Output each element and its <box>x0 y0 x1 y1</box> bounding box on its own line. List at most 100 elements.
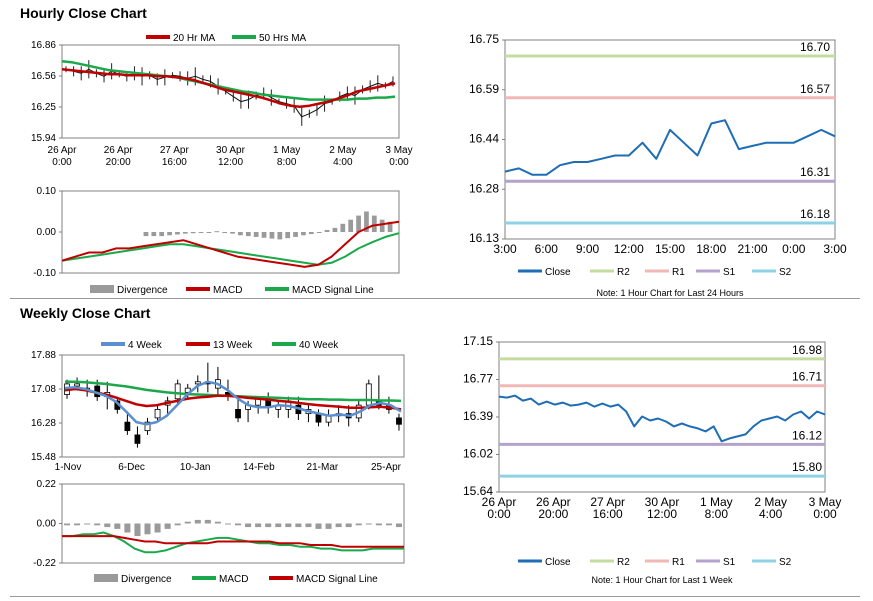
weekly-price-ytick-1: 17.08 <box>31 384 56 395</box>
hourly-price-xtick-0-0: 26 Apr <box>48 145 78 156</box>
hourly-macd-divergence-bar-22 <box>316 232 322 233</box>
legend-weekly-13week-label: 13 Week <box>213 340 253 351</box>
weekly-1w-xtick-3-0: 30 Apr <box>645 495 680 509</box>
weekly-macd-divergence-bar-7 <box>134 523 141 537</box>
hourly-macd-divergence-bar-25 <box>340 223 346 232</box>
hourly-macd-divergence-bar-5 <box>182 232 188 234</box>
hourly-macd-line <box>61 220 400 268</box>
hourly-price-xtick-6-1: 0:00 <box>389 157 409 168</box>
hourly-price-xtick-3-0: 30 Apr <box>216 145 246 156</box>
hourly-chart-title: Hourly Close Chart <box>20 5 147 21</box>
weekly-1w-ytick-1: 16.77 <box>463 372 493 386</box>
weekly-candle-body-33 <box>396 417 402 425</box>
weekly-macd-divergence-bar-24 <box>305 523 312 528</box>
weekly-1w-xtick-4-1: 8:00 <box>705 507 729 521</box>
hourly-price-xtick-5-0: 2 May <box>329 145 356 156</box>
hourly-macd-ytick-2: -0.10 <box>33 268 56 279</box>
hourly-macd-divergence-bar-14 <box>253 232 259 237</box>
weekly-macd-divergence-bar-21 <box>275 523 282 528</box>
weekly-1w-legend-r1-label: R1 <box>672 557 685 568</box>
weekly-macd-divergence-bar-16 <box>224 523 231 525</box>
weekly-1w-legend-close-label: Close <box>545 557 571 568</box>
weekly-macd-divergence-bar-26 <box>325 523 332 529</box>
hourly-24h-close-line <box>504 119 836 176</box>
weekly-candle-body-30 <box>365 383 372 406</box>
weekly-1w-xtick-2-1: 16:00 <box>593 507 623 521</box>
weekly-1w-xtick-1-1: 20:00 <box>538 507 568 521</box>
hourly-price-xtick-4-0: 1 May <box>273 145 300 156</box>
hourly-24h-note: Note: 1 Hour Chart for Last 24 Hours <box>596 288 744 298</box>
legend-weekly-macd-label: MACD <box>219 574 248 585</box>
weekly-1w-xtick-4-0: 1 May <box>700 495 733 509</box>
weekly-macd-divergence-bar-0 <box>64 523 71 526</box>
weekly-macd-divergence-bar-28 <box>345 523 352 528</box>
hourly-price-xtick-5-1: 4:00 <box>333 157 353 168</box>
hourly-price-xtick-4-1: 8:00 <box>277 157 297 168</box>
weekly-1w-note: Note: 1 Hour Chart for Last 1 Week <box>592 575 733 585</box>
hourly-macd-divergence-bar-1 <box>151 232 157 237</box>
weekly-macd-divergence-bar-33 <box>395 523 402 528</box>
weekly-price-xtick-4-0: 21-Mar <box>307 462 339 473</box>
hourly-24h-s1-value: 16.31 <box>800 165 830 179</box>
weekly-chart-title: Weekly Close Chart <box>20 305 151 321</box>
weekly-macd-divergence-bar-9 <box>154 523 161 533</box>
weekly-price-ytick-0: 17.88 <box>31 350 56 361</box>
weekly-13week-line <box>64 387 402 411</box>
weekly-candle-body-7 <box>134 434 141 444</box>
hourly-price-xtick-6-0: 3 May <box>385 145 412 156</box>
weekly-macd-divergence-bar-31 <box>375 523 382 526</box>
hourly-price-xtick-2-0: 27 Apr <box>160 145 190 156</box>
weekly-4week-line <box>64 380 402 426</box>
hourly-macd-divergence-bar-8 <box>206 232 212 233</box>
hourly-24h-ytick-2: 16.44 <box>469 132 499 146</box>
weekly-macd-divergence-bar-12 <box>184 521 191 524</box>
hourly-macd-divergence-bar-6 <box>190 232 196 234</box>
hourly-24h-r2-value: 16.70 <box>800 40 830 54</box>
hourly-24h-xtick-0-0: 3:00 <box>493 242 517 256</box>
weekly-1w-xtick-5-1: 4:00 <box>759 507 783 521</box>
legend-weekly-4week-label: 4 Week <box>128 340 163 351</box>
weekly-macd-divergence-bar-30 <box>365 523 372 525</box>
weekly-1w-ytick-2: 16.39 <box>463 409 493 423</box>
weekly-1w-xtick-2-0: 27 Apr <box>590 495 625 509</box>
weekly-macd-divergence-bar-27 <box>335 523 342 528</box>
hourly-macd-divergence-bar-7 <box>198 232 204 233</box>
hourly-macd-divergence-bar-31 <box>387 221 393 232</box>
hourly-price-xtick-1-1: 20:00 <box>106 157 131 168</box>
hourly-macd-divergence-bar-30 <box>379 219 385 232</box>
weekly-macd-divergence-bar-25 <box>315 523 322 529</box>
legend-hourly-divergence-swatch <box>90 285 114 293</box>
hourly-macd-divergence-bar-13 <box>245 232 251 237</box>
weekly-price-xtick-1-0: 6-Dec <box>118 462 145 473</box>
hourly-price-xtick-1-0: 26 Apr <box>104 145 134 156</box>
legend-hourly-macd-label: MACD <box>213 285 242 296</box>
hourly-24h-xtick-8-0: 3:00 <box>823 242 847 256</box>
hourly-24h-xtick-4-0: 15:00 <box>655 242 685 256</box>
hourly-24h-xtick-7-0: 0:00 <box>782 242 806 256</box>
weekly-macd-ytick-2: -0.22 <box>33 558 56 569</box>
weekly-macd-divergence-bar-29 <box>355 523 362 526</box>
weekly-macd-divergence-bar-3 <box>94 523 101 526</box>
weekly-macd-divergence-bar-15 <box>214 521 221 524</box>
legend-weekly-divergence-swatch <box>94 574 118 582</box>
hourly-price-xtick-3-1: 12:00 <box>218 157 243 168</box>
hourly-24h-frame <box>504 39 836 240</box>
weekly-1w-close-line <box>498 394 826 443</box>
bottom-divider <box>10 596 860 597</box>
weekly-macd-divergence-bar-22 <box>285 523 292 528</box>
hourly-price-xtick-0-1: 0:00 <box>52 157 72 168</box>
weekly-1w-xtick-0-0: 26 Apr <box>482 495 517 509</box>
hourly-price-xtick-2-1: 16:00 <box>162 157 187 168</box>
weekly-candle-body-8 <box>144 421 151 432</box>
weekly-macd-ytick-0: 0.22 <box>37 479 57 490</box>
hourly-macd-divergence-bar-29 <box>371 215 377 232</box>
hourly-macd-divergence-bar-17 <box>277 232 283 240</box>
weekly-price-frame <box>61 354 405 458</box>
hourly-24h-legend-r1-label: R1 <box>672 267 685 278</box>
weekly-1w-legend-s2-label: S2 <box>779 557 792 568</box>
hourly-24h-legend-s2-label: S2 <box>779 267 792 278</box>
hourly-24h-ytick-0: 16.75 <box>469 32 499 46</box>
hourly-macd-divergence-bar-20 <box>301 232 306 236</box>
legend-hourly-signal-label: MACD Signal Line <box>292 285 374 296</box>
hourly-price-ytick-1: 16.56 <box>31 71 56 82</box>
